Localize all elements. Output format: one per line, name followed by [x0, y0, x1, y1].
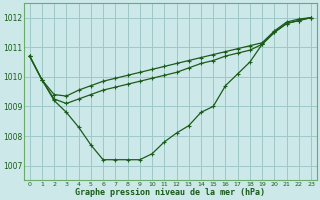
- X-axis label: Graphe pression niveau de la mer (hPa): Graphe pression niveau de la mer (hPa): [76, 188, 265, 197]
